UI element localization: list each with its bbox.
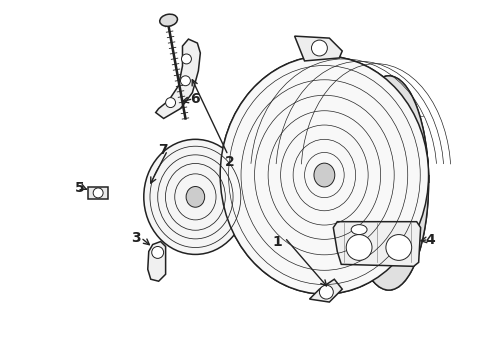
Polygon shape bbox=[333, 222, 420, 266]
Text: 3: 3 bbox=[131, 230, 141, 244]
Circle shape bbox=[180, 76, 191, 86]
Ellipse shape bbox=[314, 163, 335, 187]
Polygon shape bbox=[294, 36, 342, 61]
Circle shape bbox=[312, 40, 327, 56]
Ellipse shape bbox=[186, 186, 205, 207]
Ellipse shape bbox=[144, 139, 247, 255]
Text: 7: 7 bbox=[158, 143, 168, 157]
Text: 4: 4 bbox=[426, 233, 436, 247]
Ellipse shape bbox=[349, 76, 429, 290]
Circle shape bbox=[152, 247, 164, 258]
Polygon shape bbox=[310, 279, 342, 302]
Polygon shape bbox=[148, 242, 166, 281]
Text: 2: 2 bbox=[225, 155, 235, 169]
Circle shape bbox=[319, 285, 333, 299]
Polygon shape bbox=[156, 39, 200, 118]
Circle shape bbox=[346, 235, 372, 260]
Text: 5: 5 bbox=[74, 181, 84, 195]
Circle shape bbox=[93, 188, 103, 198]
Circle shape bbox=[166, 98, 175, 108]
Circle shape bbox=[181, 54, 192, 64]
Polygon shape bbox=[220, 56, 429, 183]
Ellipse shape bbox=[160, 14, 177, 26]
Polygon shape bbox=[88, 187, 108, 199]
Polygon shape bbox=[220, 175, 429, 294]
Circle shape bbox=[386, 235, 412, 260]
Text: 6: 6 bbox=[191, 92, 200, 105]
Ellipse shape bbox=[351, 225, 367, 235]
Ellipse shape bbox=[220, 56, 429, 294]
Text: 1: 1 bbox=[273, 234, 283, 248]
